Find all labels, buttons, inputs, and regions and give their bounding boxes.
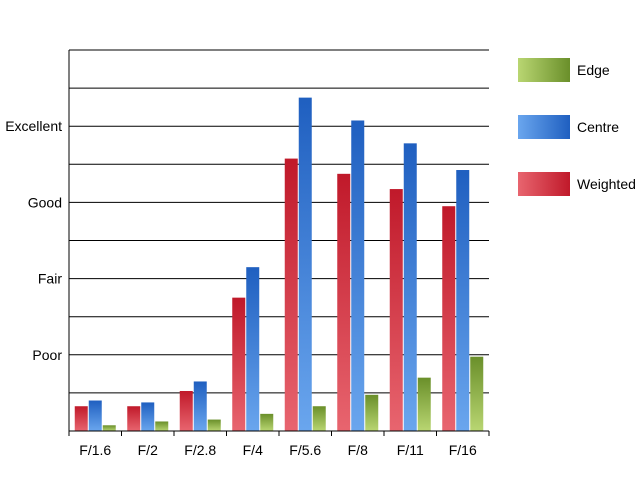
- y-tick-label: Excellent: [5, 118, 62, 134]
- bar-edge-f-2: [155, 421, 169, 431]
- bar-weighted-f-5-6: [284, 158, 298, 431]
- bar-edge-f-16: [470, 356, 484, 431]
- x-tick-label: F/2: [138, 442, 158, 458]
- bar-edge-f-2-8: [207, 419, 221, 431]
- bar-edge-f-1-6: [102, 425, 116, 431]
- bar-edge-f-5-6: [312, 406, 326, 431]
- bar-centre-f-8: [351, 120, 365, 432]
- bar-weighted-f-2-8: [179, 390, 193, 431]
- bar-centre-f-2: [141, 402, 155, 431]
- bar-weighted-f-8: [337, 173, 351, 431]
- y-tick-labels: Poor Fair Good Excellent: [5, 118, 62, 363]
- bar-edge-f-4: [260, 413, 274, 431]
- x-tick-labels: F/1.6 F/2 F/2.8 F/4 F/5.6 F/8 F/11 F/16: [68, 431, 490, 458]
- legend-label-weighted: Weighted: [577, 176, 636, 192]
- bar-weighted-f-16: [442, 206, 456, 431]
- x-tick-label: F/5.6: [289, 442, 321, 458]
- bar-centre-f-11: [403, 143, 417, 431]
- bar-weighted-f-1-6: [74, 406, 88, 431]
- legend-label-edge: Edge: [577, 62, 610, 78]
- bar-edge-f-11: [417, 377, 431, 431]
- x-tick-label: F/2.8: [184, 442, 216, 458]
- bars: [74, 97, 484, 432]
- x-tick-label: F/4: [243, 442, 263, 458]
- gridlines: [69, 49, 489, 394]
- y-tick-label: Fair: [38, 271, 62, 287]
- bar-centre-f-4: [246, 267, 260, 431]
- y-tick-label: Good: [28, 194, 62, 210]
- bar-weighted-f-11: [389, 189, 403, 431]
- legend-label-centre: Centre: [577, 119, 619, 135]
- bar-centre-f-5-6: [298, 97, 312, 431]
- bar-weighted-f-2: [127, 406, 141, 431]
- x-tick-label: F/11: [397, 442, 424, 458]
- x-tick-label: F/1.6: [79, 442, 111, 458]
- bar-centre-f-2-8: [193, 381, 207, 431]
- bar-weighted-f-4: [232, 297, 246, 431]
- x-tick-label: F/8: [348, 442, 368, 458]
- legend-swatch-centre: [518, 115, 570, 139]
- y-tick-label: Poor: [32, 347, 62, 363]
- bar-centre-f-16: [456, 170, 470, 431]
- bar-centre-f-1-6: [88, 400, 102, 431]
- legend: Edge Centre Weighted: [518, 58, 636, 196]
- bar-edge-f-8: [365, 394, 379, 431]
- x-tick-label: F/16: [449, 442, 477, 458]
- legend-swatch-weighted: [518, 172, 570, 196]
- legend-swatch-edge: [518, 58, 570, 82]
